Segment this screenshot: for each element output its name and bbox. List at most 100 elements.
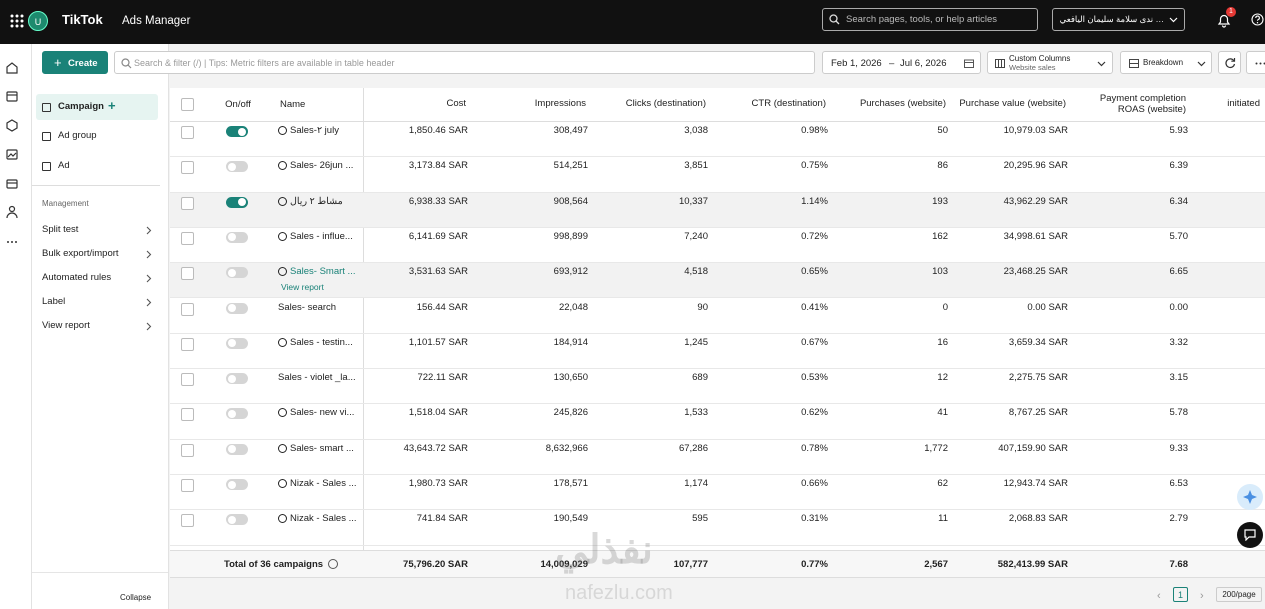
management-link[interactable]: Automated rules bbox=[42, 272, 112, 283]
help-icon[interactable] bbox=[1251, 13, 1264, 26]
cell: 0.66% bbox=[801, 478, 828, 489]
avatar[interactable]: U bbox=[28, 11, 48, 31]
total-label: Total of 36 campaigns bbox=[224, 558, 324, 570]
level-tab[interactable]: Ad group bbox=[42, 130, 152, 144]
campaign-name[interactable]: Sales- new vi... bbox=[290, 407, 355, 419]
row-checkbox[interactable] bbox=[181, 443, 194, 457]
page-size[interactable]: 200/page bbox=[1216, 587, 1262, 602]
row-checkbox[interactable] bbox=[181, 479, 194, 492]
campaign-name[interactable]: Nizak - Sales ... bbox=[290, 513, 357, 525]
campaign-name[interactable]: مشاط ٢ ريال bbox=[290, 195, 343, 207]
row-checkbox[interactable] bbox=[181, 196, 194, 210]
row-checkbox[interactable] bbox=[181, 302, 194, 316]
custom-columns[interactable]: Custom Columns Website sales bbox=[987, 51, 1113, 74]
cell: 1,518.04 SAR bbox=[408, 407, 468, 419]
cell: 693,912 bbox=[553, 266, 588, 278]
cell: 5.93 bbox=[1169, 125, 1189, 136]
level-label: Ad group bbox=[58, 130, 97, 141]
management-link[interactable]: Split test bbox=[42, 224, 79, 235]
cell: 0.53% bbox=[801, 372, 828, 384]
campaign-name[interactable]: Sales-٢ july bbox=[290, 125, 339, 136]
row-checkbox[interactable] bbox=[181, 161, 194, 175]
cell: 6,141.69 SAR bbox=[408, 230, 468, 242]
objective-icon bbox=[278, 267, 287, 277]
campaign-name[interactable]: Sales - testin... bbox=[290, 336, 353, 348]
campaign-name[interactable]: Sales- search bbox=[278, 301, 337, 313]
status-toggle[interactable] bbox=[226, 231, 248, 243]
level-tab[interactable]: Campaign + bbox=[42, 98, 152, 115]
campaign-name[interactable]: Sales- smart ... bbox=[290, 442, 354, 454]
apps-icon[interactable] bbox=[10, 14, 24, 28]
campaign-name[interactable]: Sales- Smart ... bbox=[290, 266, 356, 278]
refresh-icon bbox=[1225, 58, 1236, 68]
add-icon[interactable]: + bbox=[108, 98, 116, 113]
nav-icons[interactable] bbox=[5, 61, 19, 271]
sparkle-icon bbox=[1243, 490, 1257, 504]
breakdown[interactable]: Breakdown bbox=[1120, 51, 1212, 74]
status-toggle[interactable] bbox=[226, 126, 248, 137]
cell: 22,048 bbox=[558, 301, 588, 313]
refresh-button[interactable] bbox=[1218, 51, 1241, 74]
row-checkbox[interactable] bbox=[181, 267, 194, 281]
status-toggle[interactable] bbox=[226, 161, 248, 173]
column-header: Impressions bbox=[534, 98, 586, 110]
cell: 12,943.74 SAR bbox=[1003, 478, 1068, 489]
objective-icon bbox=[278, 337, 287, 347]
status-toggle[interactable] bbox=[226, 267, 248, 279]
chat-button[interactable] bbox=[1237, 522, 1263, 548]
status-toggle[interactable] bbox=[226, 196, 248, 208]
cell: 2,068.83 SAR bbox=[1008, 513, 1068, 525]
assistant-button[interactable] bbox=[1237, 484, 1263, 510]
campaign-name[interactable]: Sales- 26jun ... bbox=[290, 160, 354, 172]
search-placeholder: Search pages, tools, or help articles bbox=[846, 14, 998, 25]
objective-icon bbox=[278, 479, 287, 488]
objective-icon bbox=[278, 126, 287, 135]
row-checkbox[interactable] bbox=[181, 514, 194, 528]
row-checkbox[interactable] bbox=[181, 408, 194, 422]
column-header: Purchases (website) bbox=[859, 98, 946, 110]
status-toggle[interactable] bbox=[226, 514, 248, 526]
row-checkbox[interactable] bbox=[181, 337, 194, 351]
campaign-name[interactable]: Sales - influe... bbox=[290, 230, 353, 242]
status-toggle[interactable] bbox=[226, 408, 248, 420]
table-row: Sales - testin... 1,101.57 SAR 184,914 1,24… bbox=[170, 334, 1265, 370]
table-filter[interactable]: Search & filter (/) | Tips: Metric filte… bbox=[114, 51, 815, 74]
table-row: Nizak - Sales ... 1,980.73 SAR 178,571 1,17… bbox=[170, 475, 1265, 511]
campaign-name[interactable]: Nizak - Sales ... bbox=[290, 478, 357, 489]
more-button[interactable] bbox=[1246, 51, 1265, 74]
row-checkbox[interactable] bbox=[181, 373, 194, 387]
date-range[interactable]: Feb 1, 2026 – Jul 6, 2026 bbox=[822, 51, 981, 74]
management-link[interactable]: View report bbox=[42, 320, 90, 331]
global-search[interactable]: Search pages, tools, or help articles bbox=[822, 8, 1038, 31]
row-checkbox[interactable] bbox=[181, 231, 194, 245]
prev-page[interactable]: ‹ bbox=[1157, 590, 1161, 602]
bell-icon[interactable] bbox=[1217, 13, 1231, 28]
campaign-name[interactable]: Sales - violet _la... bbox=[278, 372, 356, 384]
status-toggle[interactable] bbox=[226, 373, 248, 385]
cell: 8,767.25 SAR bbox=[1008, 407, 1068, 419]
objective-icon bbox=[278, 443, 287, 453]
status-toggle[interactable] bbox=[226, 337, 248, 349]
status-toggle[interactable] bbox=[226, 302, 248, 314]
cell: 0.65% bbox=[801, 266, 828, 278]
collapse-button[interactable]: Collapse bbox=[120, 593, 152, 602]
cell: 43,643.72 SAR bbox=[403, 442, 468, 454]
account-selector[interactable]: … ندى سلامة سليمان اليافعي للتجارة bbox=[1052, 8, 1185, 31]
cell: 62 bbox=[937, 478, 948, 489]
cell: 3,531.63 SAR bbox=[408, 266, 468, 278]
status-toggle[interactable] bbox=[226, 479, 248, 490]
status-toggle[interactable] bbox=[226, 443, 248, 455]
management-link[interactable]: Bulk export/import bbox=[42, 248, 119, 259]
next-page[interactable]: › bbox=[1200, 590, 1204, 602]
header-checkbox[interactable] bbox=[181, 98, 194, 111]
current-page[interactable]: 1 bbox=[1173, 587, 1188, 602]
cell: 67,286 bbox=[678, 442, 708, 454]
view-report-link[interactable]: View report bbox=[281, 282, 324, 293]
cell: 1,245 bbox=[684, 336, 708, 348]
cell: 6.65 bbox=[1169, 266, 1189, 278]
chevron bbox=[1197, 61, 1206, 67]
management-link[interactable]: Label bbox=[42, 296, 66, 307]
row-checkbox[interactable] bbox=[181, 126, 194, 139]
level-tab[interactable]: Ad bbox=[42, 160, 152, 174]
create-button[interactable]: + Create bbox=[42, 51, 108, 74]
